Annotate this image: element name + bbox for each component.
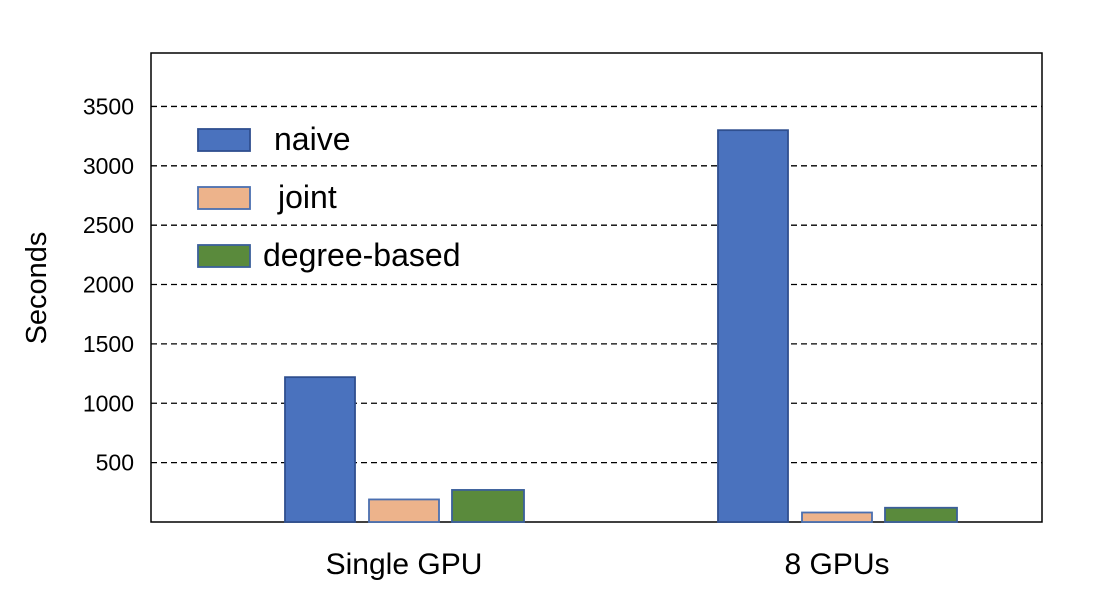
y-tick-label: 1000	[83, 390, 134, 416]
y-tick-label: 3500	[83, 93, 134, 119]
x-category-label: 8 GPUs	[784, 548, 889, 581]
y-tick-label: 500	[96, 450, 134, 476]
y-axis-label: Seconds	[21, 232, 53, 345]
x-category-label: Single GPU	[326, 548, 483, 581]
legend-label: degree-based	[263, 237, 460, 273]
legend-label: naive	[274, 121, 351, 157]
bar-degree-based-1	[451, 489, 525, 523]
y-tick-label: 1500	[83, 331, 134, 357]
legend-swatch-joint	[197, 186, 251, 210]
bar-naive-1	[284, 376, 356, 523]
bar-joint-1	[368, 498, 440, 523]
legend: naive joint degree-based	[197, 121, 460, 273]
plot-area	[150, 52, 1043, 523]
y-axis-ticks: 500 1000 1500 2000 2500 3000 3500	[83, 93, 134, 475]
gridlines	[151, 105, 1042, 464]
bar-joint-2	[801, 511, 873, 523]
bar-naive-2	[717, 129, 789, 523]
y-tick-label: 2500	[83, 212, 134, 238]
bar-degree-based-2	[884, 506, 958, 523]
x-axis-categories: Single GPU 8 GPUs	[326, 548, 890, 581]
legend-swatch-naive	[197, 128, 251, 152]
y-tick-label: 2000	[83, 272, 134, 298]
y-tick-label: 3000	[83, 153, 134, 179]
bars	[284, 129, 958, 523]
legend-swatch-degree-based	[197, 244, 251, 268]
legend-label: joint	[277, 179, 337, 215]
